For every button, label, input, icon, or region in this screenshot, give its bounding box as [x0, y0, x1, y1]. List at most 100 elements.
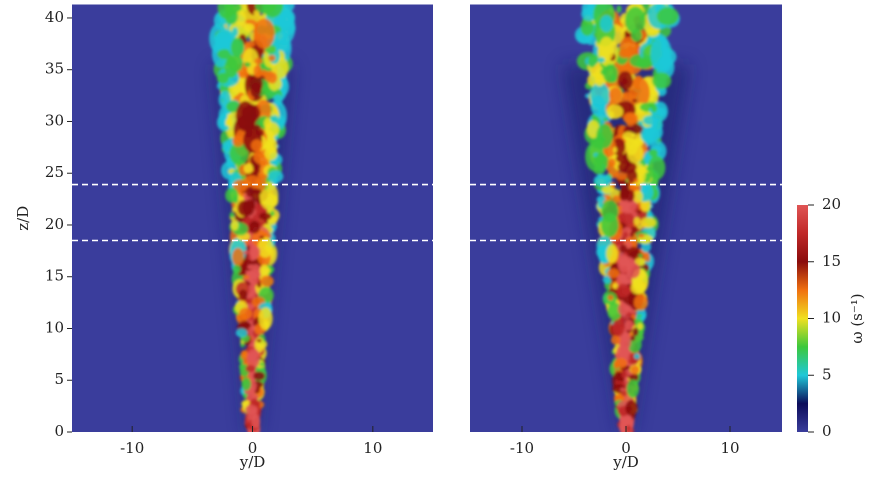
plume-blob [595, 153, 606, 165]
plume-blob [243, 23, 255, 33]
plume-blob [627, 143, 644, 164]
plume-blob [250, 139, 263, 152]
plume-blob [238, 289, 248, 301]
plume-blob [606, 244, 618, 263]
plume-blob [217, 49, 233, 60]
plume-blob [263, 117, 272, 130]
plume-blob [254, 57, 263, 65]
plume-blob [617, 302, 629, 316]
plume-blob [600, 15, 613, 33]
plume-blob [630, 365, 640, 375]
colorbar-tick-label: 20 [822, 195, 841, 213]
plume-blob [248, 304, 255, 310]
plume-blob [647, 155, 666, 180]
plume-blob [633, 353, 641, 360]
x-tick-label: 10 [363, 439, 382, 457]
plume-blob [580, 18, 594, 36]
plume-blob [619, 188, 629, 201]
plume-blob [235, 10, 247, 27]
plume-blob [232, 264, 241, 275]
plume-blob [248, 407, 258, 421]
plume-blob [243, 163, 254, 174]
y-tick-label: 25 [45, 163, 64, 181]
plume-blob [638, 253, 643, 258]
plume-blob [648, 149, 658, 158]
plume-blob [620, 387, 626, 392]
plume-blob [230, 219, 239, 231]
plume-blob [629, 231, 634, 238]
plume-blob [610, 335, 621, 345]
plume-blob [621, 370, 628, 379]
plume-blob [594, 56, 599, 64]
plume-blob [649, 87, 658, 98]
plume-blob [259, 235, 265, 240]
plume-blob [253, 9, 260, 16]
plume-blob [614, 357, 628, 369]
plot-area [72, 4, 433, 432]
plume-texture [209, 4, 296, 432]
plume-blob [633, 217, 641, 226]
plume-blob [607, 294, 614, 301]
plume-blob [245, 186, 255, 198]
plume-blob [221, 93, 227, 102]
plume-blob [646, 166, 652, 172]
plume-blob [625, 113, 636, 127]
plume-blob [258, 212, 272, 221]
plume-blob [626, 246, 640, 257]
x-tick-label: -10 [510, 439, 534, 457]
plume-blob [235, 100, 256, 132]
plume-blob [624, 320, 634, 331]
plume-blob [617, 71, 633, 91]
plume-blob [612, 282, 619, 290]
plume-blob [246, 40, 256, 48]
plume-blob [637, 233, 645, 238]
plume-blob [611, 319, 625, 337]
plume-blob [268, 54, 276, 62]
plume-blob [637, 322, 644, 330]
colorbar-tick-label: 10 [822, 309, 841, 327]
plume-blob [607, 158, 616, 167]
plume-blob [610, 77, 617, 83]
y-tick-label: 35 [45, 60, 64, 78]
plume-blob [243, 250, 249, 255]
plume-blob [596, 123, 613, 149]
plume-blob [256, 339, 262, 343]
colorbar-tick-label: 0 [822, 422, 832, 440]
plume-blob [630, 335, 636, 341]
plume-blob [593, 103, 600, 109]
x-axis-label: y/D [239, 453, 266, 471]
plume-blob [273, 94, 284, 104]
plume-blob [626, 262, 641, 279]
plume-blob [253, 18, 275, 49]
plume-blob [595, 81, 604, 87]
plume-blob [253, 371, 266, 381]
plume-blob [624, 6, 646, 34]
plume-blob [633, 178, 639, 183]
plume-blob [216, 72, 230, 84]
plume-blob [612, 146, 618, 154]
plume-blob [650, 36, 672, 71]
plume-texture [574, 4, 680, 432]
plume-blob [616, 283, 631, 298]
plume-blob [617, 393, 622, 397]
plume-blob [634, 257, 646, 267]
plume-blob [238, 72, 249, 79]
plume-blob [258, 307, 273, 330]
plume-blob [231, 207, 237, 213]
colorbar [797, 205, 808, 432]
plume-blob [223, 125, 229, 131]
plume-blob [619, 36, 637, 58]
plume-blob [640, 126, 660, 144]
plume-blob [609, 87, 623, 103]
plume-blob [240, 349, 249, 361]
plume-blob [238, 307, 253, 320]
plume-blob [631, 133, 637, 137]
plume-blob [241, 377, 252, 391]
plume-blob [656, 7, 679, 26]
plume-blob [587, 55, 597, 68]
plume-blob [257, 282, 262, 288]
plume-blob [615, 171, 629, 181]
plume-blob [244, 62, 251, 68]
plume-blob [270, 210, 275, 217]
plume-blob [622, 131, 635, 141]
